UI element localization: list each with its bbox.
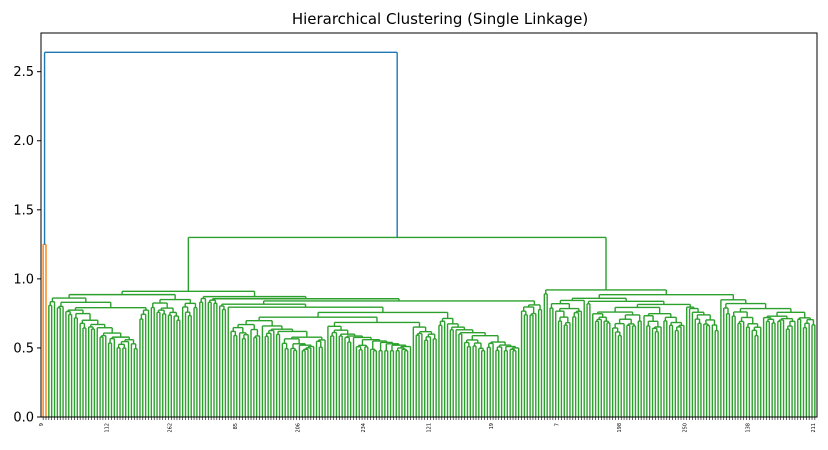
y-tick-label: 1.0 — [13, 272, 34, 287]
x-tick-label: 234 — [361, 423, 367, 433]
x-tick-label: 19 — [489, 423, 495, 429]
y-tick-label: 2.0 — [13, 134, 34, 149]
y-tick-label: 0.5 — [13, 341, 34, 356]
y-tick-label: 2.5 — [13, 65, 34, 80]
x-tick-label: 262 — [167, 423, 173, 433]
plot-area — [42, 51, 816, 417]
x-tick-label: 138 — [745, 423, 751, 433]
y-tick-label: 1.5 — [13, 203, 34, 218]
x-axis: 9 112 262 85 206 234 121 19 7 198 250 138 211 — [39, 417, 817, 433]
x-tick-label: 9 — [39, 423, 45, 426]
y-axis: 0.0 0.5 1.0 1.5 2.0 2.5 — [13, 65, 41, 426]
x-tick-label: 85 — [233, 423, 239, 429]
x-tick-label: 198 — [617, 423, 623, 433]
plot-frame — [40, 32, 818, 418]
chart-title: Hierarchical Clustering (Single Linkage) — [292, 10, 588, 28]
x-tick-label: 206 — [295, 423, 301, 433]
x-tick-label: 250 — [683, 423, 689, 433]
x-tick-label: 112 — [105, 423, 111, 433]
x-tick-label: 7 — [555, 423, 561, 426]
y-tick-label: 0.0 — [13, 411, 34, 426]
x-tick-label: 211 — [811, 423, 817, 433]
x-tick-label: 121 — [426, 423, 432, 433]
